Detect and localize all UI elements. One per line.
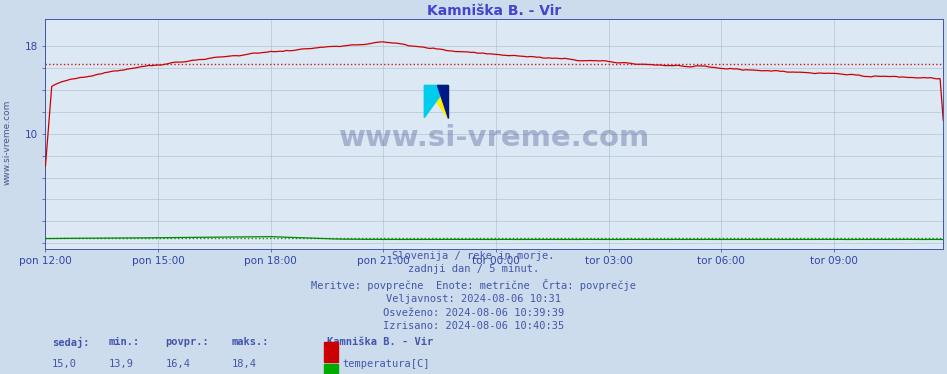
Text: 18,4: 18,4 [232, 359, 257, 369]
Text: 13,9: 13,9 [109, 359, 134, 369]
Bar [324, 364, 338, 374]
Text: min.:: min.: [109, 337, 140, 347]
Text: maks.:: maks.: [232, 337, 270, 347]
Text: povpr.:: povpr.: [166, 337, 209, 347]
Bar [324, 342, 338, 362]
Text: www.si-vreme.com: www.si-vreme.com [3, 99, 12, 185]
Text: 15,0: 15,0 [52, 359, 77, 369]
Text: www.si-vreme.com: www.si-vreme.com [339, 124, 650, 152]
Polygon shape [424, 85, 448, 117]
Text: 16,4: 16,4 [166, 359, 190, 369]
Text: Kamniška B. - Vir: Kamniška B. - Vir [327, 337, 433, 347]
Text: sedaj:: sedaj: [52, 337, 90, 348]
Title: Kamniška B. - Vir: Kamniška B. - Vir [427, 3, 562, 18]
Text: Slovenija / reke in morje.
zadnji dan / 5 minut.
Meritve: povprečne  Enote: metr: Slovenija / reke in morje. zadnji dan / … [311, 251, 636, 331]
Polygon shape [424, 85, 448, 117]
Text: temperatura[C]: temperatura[C] [343, 359, 430, 369]
Polygon shape [437, 85, 448, 117]
